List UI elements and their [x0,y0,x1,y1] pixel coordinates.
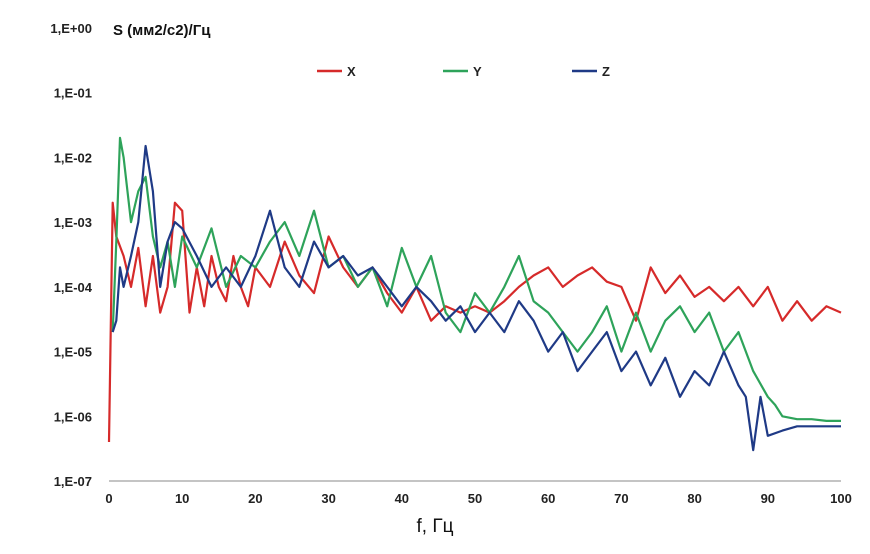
y-tick-label: 1,E-01 [54,86,92,101]
plot-area [107,136,842,452]
y-tick-label: 1,E-06 [54,409,92,424]
x-tick-label: 100 [830,491,852,506]
legend: X Y Z [317,64,610,79]
x-tick-label: 50 [468,491,482,506]
x-tick-label: 0 [105,491,112,506]
series-line-y [111,136,841,422]
x-tick-label: 20 [248,491,262,506]
y-tick-label: 1,E-04 [54,280,93,295]
x-tick-label: 80 [687,491,701,506]
x-tick-label: 70 [614,491,628,506]
x-tick-label: 90 [761,491,775,506]
x-axis-title: f, Гц [416,516,453,537]
y-tick-label: 1,E-03 [54,215,92,230]
tick-labels: 0 10 20 30 40 50 60 70 80 90 100 1,E-07 1,E-06 1,E-05… [50,21,851,506]
legend-label-x: X [347,64,356,79]
y-tick-label: 1,E-02 [54,150,92,165]
legend-label-y: Y [473,64,482,79]
x-tick-label: 40 [395,491,409,506]
series-line-z [111,144,841,452]
y-tick-label: 1,E-07 [54,474,92,489]
y-tick-label: 1,E-05 [54,345,92,360]
y-tick-label: 1,E+00 [50,21,92,36]
y-axis-title: S (мм2/с2)/Гц [113,22,211,39]
series-line-x [107,201,842,443]
x-tick-label: 60 [541,491,555,506]
legend-label-z: Z [602,64,610,79]
x-tick-label: 10 [175,491,189,506]
x-tick-label: 30 [321,491,335,506]
